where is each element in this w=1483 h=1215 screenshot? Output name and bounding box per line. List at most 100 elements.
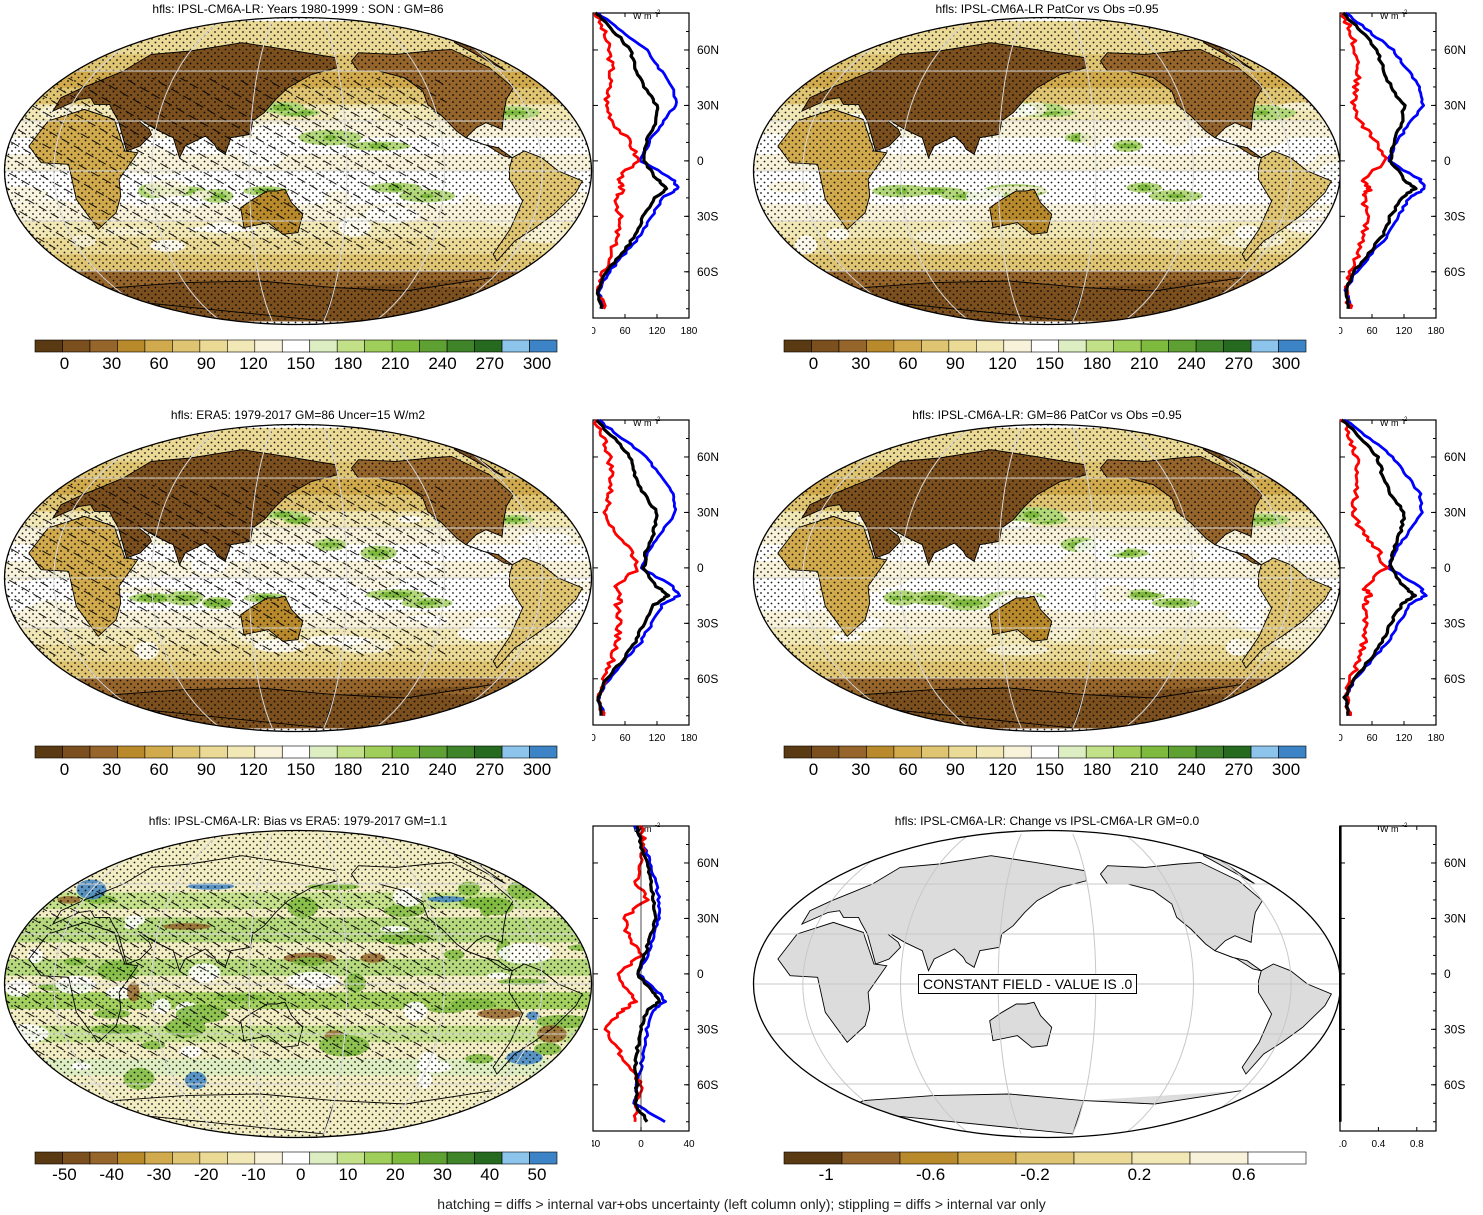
zonal-x-tick-label: 0.0 bbox=[1339, 1139, 1347, 1150]
colorbar-tick-label: 150 bbox=[1035, 354, 1064, 373]
colorbar-swatch bbox=[199, 1151, 228, 1165]
colorbar bbox=[34, 339, 558, 353]
map-field bbox=[753, 17, 1341, 325]
graticule bbox=[753, 427, 1341, 729]
colorbar bbox=[783, 339, 1307, 353]
colorbar-swatch bbox=[419, 339, 448, 353]
map-svg bbox=[3, 829, 593, 1139]
colorbar-swatch bbox=[1140, 745, 1169, 759]
colorbar-swatch bbox=[838, 745, 867, 759]
lat-tick-label: 0 bbox=[1444, 967, 1451, 981]
colorbar-swatch bbox=[1195, 745, 1224, 759]
colorbar-swatch bbox=[254, 745, 283, 759]
colorbar-tick-label: 0 bbox=[808, 760, 819, 779]
colorbar-swatch bbox=[144, 745, 173, 759]
zonal-mean-chart: 60N 30N 0 30S 60S 0 60 120 180 W m -2 bbox=[590, 10, 719, 337]
colorbar-tick-label: 50 bbox=[527, 1165, 547, 1184]
colorbar-swatch bbox=[117, 1151, 146, 1165]
colorbar-swatch bbox=[474, 1151, 503, 1165]
colorbar-tick-label: 30 bbox=[102, 760, 122, 779]
graticule bbox=[753, 20, 1341, 322]
colorbar-swatch bbox=[254, 339, 283, 353]
colorbar-tick-label: 30 bbox=[851, 760, 871, 779]
zonal-unit-label: W m bbox=[1380, 418, 1399, 428]
map-field bbox=[4, 830, 592, 1138]
lat-tick-label: 0 bbox=[1444, 154, 1451, 168]
colorbar-tick-label: 0.2 bbox=[1127, 1165, 1152, 1184]
map-svg bbox=[752, 16, 1342, 326]
lat-tick-label: 30S bbox=[1444, 1022, 1465, 1036]
colorbar-swatch bbox=[34, 339, 63, 353]
colorbar-swatch bbox=[501, 1151, 530, 1165]
zonal-x-tick-label: 180 bbox=[681, 326, 698, 337]
zonal-series-blue bbox=[632, 825, 667, 1123]
zonal-x-tick-label: 180 bbox=[1428, 733, 1445, 744]
zonal-series-blue bbox=[1343, 418, 1428, 717]
colorbar-swatch bbox=[957, 1151, 1017, 1165]
colorbar-swatch bbox=[893, 339, 922, 353]
colorbar-wrap bbox=[34, 1151, 558, 1170]
colorbar-tick-label: 0 bbox=[808, 354, 819, 373]
colorbar-tick-label: -30 bbox=[146, 1165, 172, 1184]
zonal-series-red bbox=[603, 824, 650, 1122]
colorbar-tick-label: 120 bbox=[239, 760, 268, 779]
colorbar bbox=[783, 1151, 1307, 1165]
colorbar-swatch bbox=[893, 745, 922, 759]
colorbar-swatch bbox=[419, 1151, 448, 1165]
zonal-unit-label: W m bbox=[1380, 824, 1399, 834]
graticule bbox=[4, 20, 592, 322]
colorbar-tick-label: 60 bbox=[898, 354, 918, 373]
zonal-unit-label: W m bbox=[1380, 11, 1399, 21]
colorbar-tick-label: 180 bbox=[333, 354, 363, 373]
lat-tick-label: 30N bbox=[697, 505, 719, 519]
colorbar-tick-label: -50 bbox=[52, 1165, 77, 1184]
lat-tick-label: 60N bbox=[697, 450, 719, 464]
lat-tick-label: 60N bbox=[1444, 856, 1466, 870]
colorbar-swatch bbox=[501, 339, 530, 353]
colorbar-swatch bbox=[529, 745, 558, 759]
zonal-mean: 60N 30N 0 30S 60S 0 60 120 180 W m -2 bbox=[590, 9, 736, 349]
svg-text:-2: -2 bbox=[1402, 417, 1408, 423]
zonal-series-black bbox=[633, 825, 661, 1123]
colorbar-swatch bbox=[89, 339, 118, 353]
colorbar-swatch bbox=[89, 745, 118, 759]
colorbar-swatch bbox=[227, 339, 256, 353]
colorbar-swatch bbox=[866, 745, 895, 759]
lat-tick-label: 60N bbox=[697, 43, 719, 57]
map bbox=[752, 829, 1342, 1144]
lat-tick-label: 30S bbox=[697, 209, 718, 223]
colorbar-swatch bbox=[1113, 745, 1142, 759]
colorbar-swatch bbox=[838, 339, 867, 353]
colorbar-swatch bbox=[1030, 339, 1060, 353]
colorbar-swatch bbox=[474, 339, 503, 353]
map-field bbox=[753, 830, 1341, 1138]
colorbar-tick-label: 240 bbox=[428, 760, 457, 779]
colorbar-swatch bbox=[948, 339, 977, 353]
colorbar-swatch bbox=[1015, 1151, 1075, 1165]
colorbar-tick-label: 210 bbox=[1130, 354, 1159, 373]
graticule bbox=[4, 833, 592, 1135]
colorbar-swatch bbox=[1113, 339, 1142, 353]
colorbar-swatch bbox=[336, 339, 365, 353]
zonal-x-tick-label: 60 bbox=[619, 733, 631, 744]
colorbar-swatch bbox=[117, 339, 146, 353]
colorbar-tick-label: 0.6 bbox=[1231, 1165, 1256, 1184]
lat-tick-label: 60S bbox=[697, 265, 718, 279]
colorbar-swatch bbox=[364, 1151, 393, 1165]
colorbar-swatch bbox=[309, 1151, 338, 1165]
colorbar-swatch bbox=[117, 745, 146, 759]
colorbar-tick-label: 300 bbox=[522, 760, 552, 779]
colorbar-tick-label: 60 bbox=[898, 760, 918, 779]
colorbar-swatch bbox=[309, 339, 338, 353]
map-svg bbox=[752, 423, 1342, 733]
colorbar-swatch bbox=[1058, 339, 1087, 353]
zonal-x-tick-label: 0 bbox=[1339, 326, 1343, 337]
zonal-series-black bbox=[595, 418, 671, 716]
lat-tick-label: 30S bbox=[697, 616, 718, 630]
colorbar-swatch bbox=[336, 1151, 365, 1165]
colorbar-tick-label: 240 bbox=[1177, 760, 1206, 779]
colorbar-tick-label: 60 bbox=[149, 760, 169, 779]
coastline-namerica bbox=[1099, 861, 1263, 972]
colorbar-swatch bbox=[281, 339, 311, 353]
graticule bbox=[4, 427, 592, 729]
